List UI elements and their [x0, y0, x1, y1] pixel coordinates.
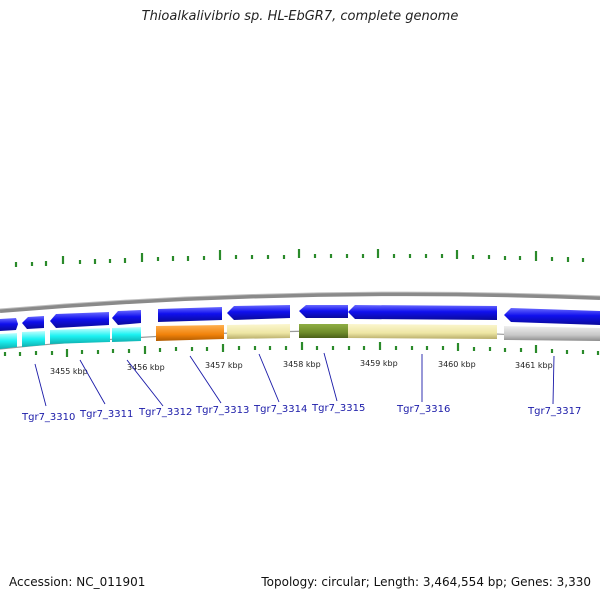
accession-text: Accession: NC_011901: [9, 575, 146, 589]
gene-track-top: [0, 305, 600, 331]
genome-summary-text: Topology: circular; Length: 3,464,554 bp…: [261, 575, 591, 589]
gene-label[interactable]: Tgr7_3310: [21, 412, 75, 423]
gene-feature[interactable]: [227, 305, 290, 320]
gene-track-bottom: [0, 324, 600, 349]
kbp-label: 3461 kbp: [515, 361, 553, 370]
gene-feature[interactable]: [156, 325, 224, 341]
gene-label[interactable]: Tgr7_3315: [311, 403, 365, 414]
gene-feature[interactable]: [299, 324, 348, 338]
gene-feature[interactable]: [22, 331, 45, 347]
kbp-scale-labels: 3455 kbp 3456 kbp 3457 kbp 3458 kbp 3459…: [50, 359, 553, 376]
kbp-label: 3458 kbp: [283, 360, 321, 369]
gene-feature[interactable]: [348, 324, 497, 339]
gene-feature[interactable]: [504, 326, 600, 341]
gene-feature[interactable]: [348, 305, 497, 320]
gene-feature[interactable]: [299, 305, 348, 318]
gene-feature[interactable]: [112, 327, 141, 342]
gene-label[interactable]: Tgr7_3314: [253, 404, 307, 415]
gene-feature[interactable]: [504, 308, 600, 325]
gene-feature[interactable]: [0, 333, 17, 349]
gene-label[interactable]: Tgr7_3317: [527, 406, 581, 417]
kbp-label: 3460 kbp: [438, 360, 476, 369]
gene-feature[interactable]: [50, 328, 110, 344]
gene-feature[interactable]: [22, 316, 44, 329]
genome-title: Thioalkalivibrio sp. HL-EbGR7, complete …: [141, 9, 459, 24]
gene-leader-lines: [34, 352, 555, 407]
gene-label[interactable]: Tgr7_3313: [195, 405, 249, 416]
genome-backbone-arc: [0, 292, 600, 313]
gene-feature[interactable]: [50, 312, 109, 328]
genome-backbone-highlight: [0, 291, 600, 310]
gene-label[interactable]: Tgr7_3312: [138, 407, 192, 418]
gene-feature[interactable]: [158, 307, 222, 322]
kbp-label: 3456 kbp: [127, 363, 165, 372]
gene-feature[interactable]: [0, 318, 18, 331]
gene-label[interactable]: Tgr7_3316: [396, 404, 450, 415]
gene-feature[interactable]: [227, 324, 290, 339]
kbp-label: 3457 kbp: [205, 361, 243, 370]
gene-feature[interactable]: [112, 310, 141, 325]
kbp-label: 3459 kbp: [360, 359, 398, 368]
lower-tick-row: [3, 342, 600, 357]
kbp-label: 3455 kbp: [50, 367, 88, 376]
gene-label[interactable]: Tgr7_3311: [79, 409, 133, 420]
upper-tick-row: [14, 249, 585, 267]
gene-name-labels: Tgr7_3310 Tgr7_3311 Tgr7_3312 Tgr7_3313 …: [21, 403, 581, 423]
